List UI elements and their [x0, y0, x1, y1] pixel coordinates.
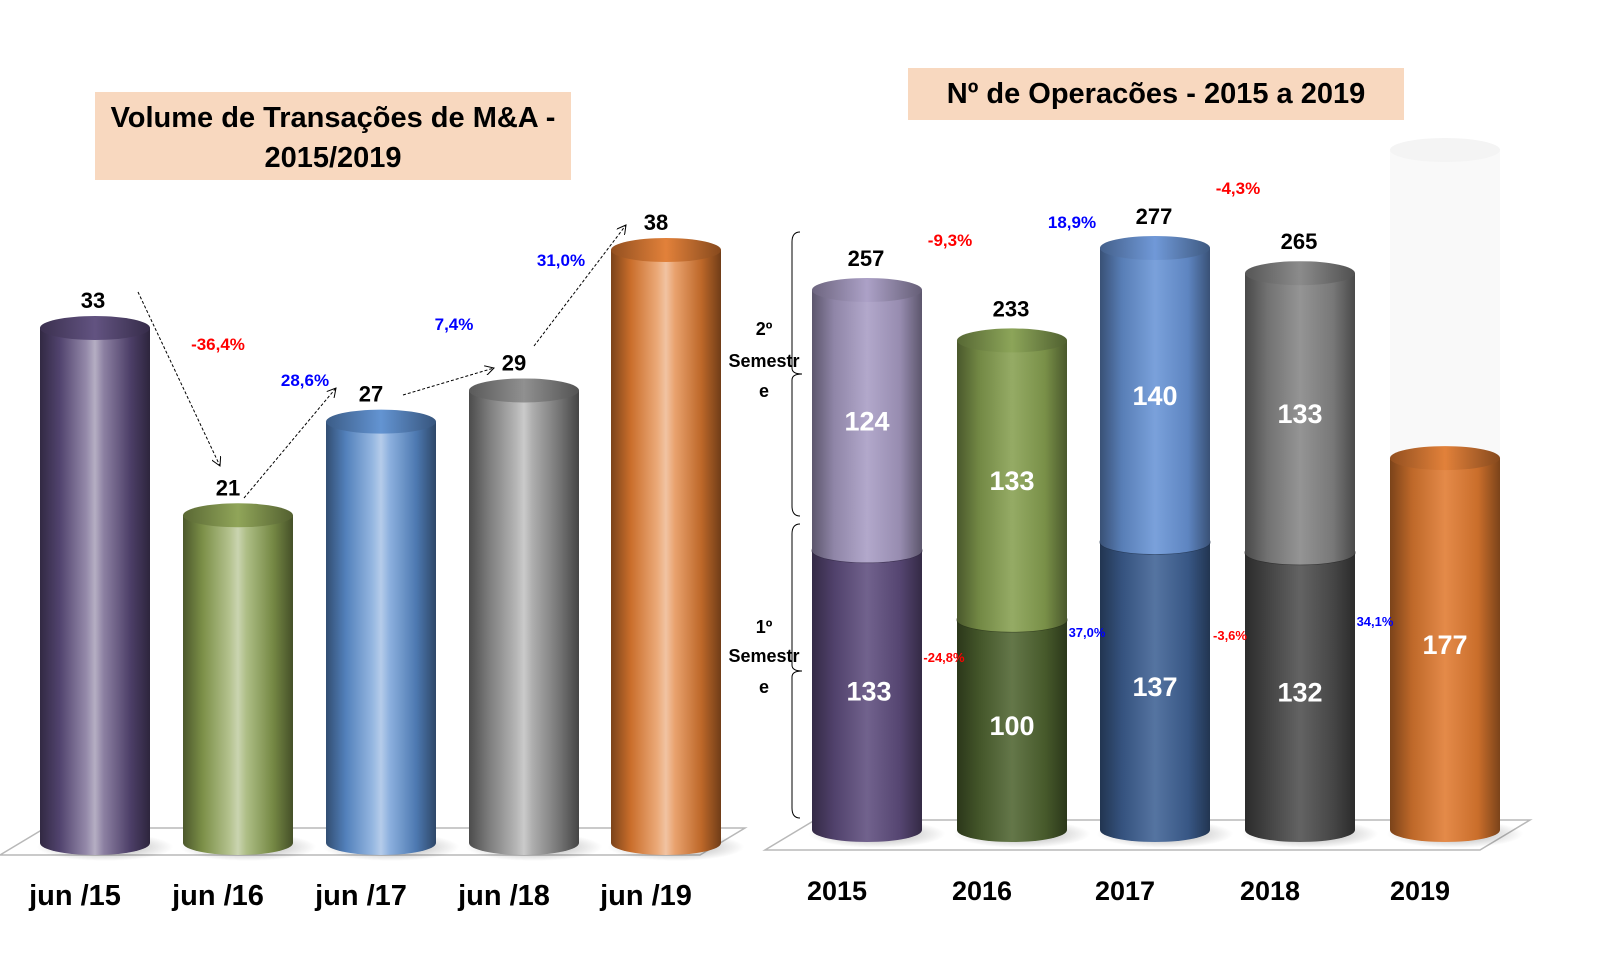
right-chart: 133 124 257 2015 100 133 233 2016 137 140 277 2017 1…	[728, 138, 1533, 906]
second-half-series-label: Semestr	[728, 351, 799, 371]
left-change-arrow	[402, 368, 494, 396]
left-change-label: -36,4%	[191, 335, 245, 354]
left-change-arrow	[137, 291, 220, 466]
first-half-series-label: e	[759, 677, 769, 697]
left-change-arrow	[243, 388, 336, 499]
first-half-series-label: 1º	[756, 617, 773, 637]
left-chart-title-line-2: 2015/2019	[264, 142, 402, 174]
right-first-half-value-label: 177	[1422, 630, 1467, 660]
left-bar-value-label: 29	[502, 350, 526, 375]
left-x-tick-label: jun /18	[457, 880, 550, 912]
second-half-series-label: 2º	[756, 319, 773, 339]
left-bar-jun19-body	[611, 250, 721, 855]
right-total-change-label: 18,9%	[1048, 213, 1096, 232]
right-first-half-change-label: 34,1%	[1357, 614, 1394, 629]
left-bar-value-label: 38	[644, 210, 668, 235]
left-bar-jun17	[326, 409, 436, 855]
right-first-half-value-label: 132	[1277, 677, 1322, 707]
right-second-half-value-label: 124	[844, 406, 889, 436]
left-bar-jun19-top	[611, 238, 721, 262]
right-second-half-value-label: 133	[989, 466, 1034, 496]
left-change-arrow	[533, 225, 626, 347]
right-bar-2019-ghost-top	[1390, 138, 1500, 162]
right-bar-2019-first-half-top	[1390, 446, 1500, 471]
right-total-value-label: 233	[993, 296, 1030, 321]
left-chart: 33 jun /15 21 jun /16 27 jun /17 29 jun /18 38 ju…	[0, 210, 748, 912]
right-bar-2018-second-half-top	[1245, 261, 1355, 286]
left-x-tick-label: jun /16	[171, 880, 264, 912]
left-change-label: 7,4%	[435, 315, 474, 334]
right-total-value-label: 265	[1281, 229, 1318, 254]
right-bar-2017-second-half	[1100, 235, 1210, 555]
right-bar-2016-first-half-body	[957, 619, 1067, 842]
right-first-half-change-label: 37,0%	[1069, 625, 1106, 640]
right-bar-2015-first-half-body	[812, 550, 922, 842]
left-bar-jun19	[611, 238, 721, 855]
right-x-tick-label: 2016	[952, 876, 1012, 906]
left-bar-jun17-body	[326, 421, 436, 855]
left-x-tick-label: jun /19	[599, 880, 692, 912]
left-bar-jun15	[40, 316, 150, 855]
left-bar-jun16-top	[183, 503, 293, 528]
right-first-half-change-label: -3,6%	[1213, 628, 1247, 643]
left-bar-value-label: 21	[216, 475, 240, 500]
left-bar-jun16	[183, 503, 293, 855]
right-bar-2016-second-half-body	[957, 340, 1067, 632]
right-second-half-value-label: 133	[1277, 399, 1322, 429]
right-x-tick-label: 2018	[1240, 876, 1300, 906]
left-x-tick-label: jun /17	[314, 880, 407, 912]
first-half-brace	[791, 523, 803, 819]
second-half-series-label: e	[759, 381, 769, 401]
left-bar-jun16-body	[183, 515, 293, 855]
right-bar-2019-first-half-body	[1390, 458, 1500, 842]
left-bar-value-label: 33	[81, 288, 105, 313]
left-bar-jun17-top	[326, 409, 436, 434]
right-bar-2018-second-half-body	[1245, 273, 1355, 565]
left-bar-jun18-body	[469, 390, 579, 855]
first-half-series-label: Semestr	[728, 646, 799, 666]
right-bar-2015-second-half-body	[812, 290, 922, 563]
right-first-half-value-label: 137	[1132, 672, 1177, 702]
right-x-tick-label: 2015	[807, 876, 867, 906]
second-half-brace	[791, 231, 803, 517]
right-bar-2019-first-half	[1390, 446, 1500, 842]
right-total-change-label: -4,3%	[1216, 179, 1260, 198]
left-bar-jun18-top	[469, 378, 579, 403]
right-bar-2018-first-half-body	[1245, 552, 1355, 842]
right-second-half-value-label: 140	[1132, 381, 1177, 411]
right-bar-2016-second-half	[957, 328, 1067, 632]
right-bar-2017-second-half-body	[1100, 247, 1210, 555]
left-change-label: 28,6%	[281, 371, 329, 390]
right-total-change-label: -9,3%	[928, 231, 972, 250]
right-chart-title: Nº de Operacões - 2015 a 2019	[908, 68, 1404, 120]
left-change-label: 31,0%	[537, 251, 585, 270]
left-bar-jun15-top	[40, 316, 150, 341]
right-x-tick-label: 2019	[1390, 876, 1450, 906]
right-bar-2017-second-half-top	[1100, 235, 1210, 260]
right-total-value-label: 277	[1136, 204, 1173, 229]
right-bar-2018-second-half	[1245, 261, 1355, 565]
right-bar-2015-second-half-top	[812, 278, 922, 302]
left-chart-title: Volume de Transações de M&A - 2015/2019	[95, 92, 571, 180]
right-first-half-change-label: -24,8%	[923, 650, 965, 665]
right-first-half-value-label: 133	[846, 676, 891, 706]
right-bar-2017-first-half-body	[1100, 542, 1210, 842]
left-bar-jun15-body	[40, 328, 150, 855]
left-x-tick-label: jun /15	[28, 880, 121, 912]
right-bar-2015-second-half	[812, 278, 922, 563]
left-chart-title-line-1: Volume de Transações de M&A -	[110, 102, 556, 134]
left-bar-value-label: 27	[359, 382, 383, 407]
right-x-tick-label: 2017	[1095, 876, 1155, 906]
right-first-half-value-label: 100	[989, 711, 1034, 741]
right-bar-2016-second-half-top	[957, 328, 1067, 353]
right-total-value-label: 257	[848, 246, 885, 271]
left-bar-jun18	[469, 378, 579, 855]
